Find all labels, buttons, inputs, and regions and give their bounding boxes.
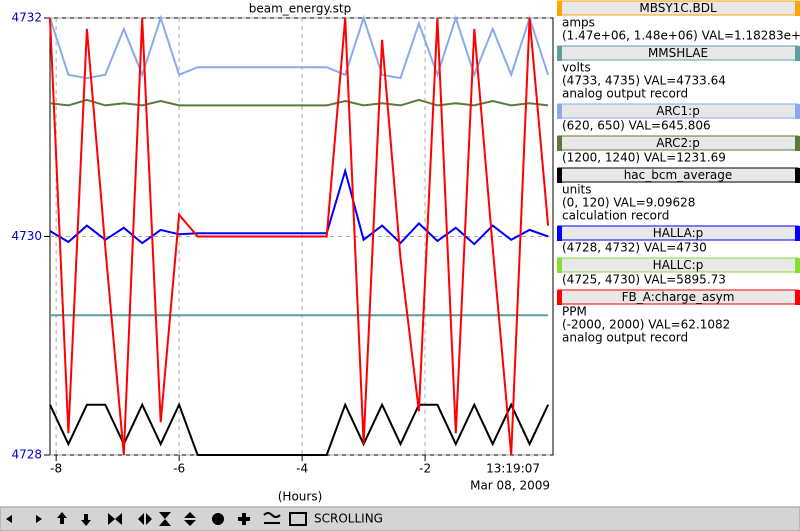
plot-layer: 4728 4730 4732 -8 -6 -4 -2 (11, 11, 553, 476)
legend-info: (4733, 4735) VAL=4733.64 (562, 74, 726, 88)
legend-info: analog output record (562, 87, 688, 101)
legend-info: calculation record (562, 209, 669, 223)
legend-info: PPM (562, 305, 587, 319)
x-tick-label: -8 (50, 462, 62, 476)
legend-info: amps (562, 16, 595, 30)
trace-line (49, 402, 550, 456)
refresh-button[interactable] (263, 512, 281, 524)
legend-color-bar (795, 226, 800, 241)
legend-info: (4728, 4732) VAL=4730 (562, 241, 707, 255)
scroll-left-button[interactable] (6, 515, 18, 523)
legend-color-bar (557, 136, 562, 151)
legend-name: FB_A:charge_asym (622, 290, 735, 304)
legend-color-bar (795, 168, 800, 183)
legend-color-bar (557, 290, 562, 305)
date-label: Mar 08, 2009 (470, 479, 550, 493)
legend-color-bar (795, 136, 800, 151)
legend-name: ARC2:p (656, 136, 700, 150)
legend-info: (0, 120) VAL=9.09628 (562, 196, 695, 210)
legend-name: hac_bcm_average (624, 168, 733, 182)
scroll-up-button[interactable] (57, 512, 67, 524)
legend-color-bar (557, 258, 562, 273)
legend-color-bar (795, 290, 800, 305)
x-tick-label: -4 (296, 462, 308, 476)
x-axis-label: (Hours) (278, 490, 323, 504)
legend-color-bar (795, 104, 800, 119)
legend-info: (4725, 4730) VAL=5895.73 (562, 273, 726, 287)
legend-name: HALLC:p (653, 258, 704, 272)
legend-info: (1200, 1240) VAL=1231.69 (562, 151, 726, 165)
legend-panel: MBSY1C.BDL amps(1.47e+06, 1.48e+06) VAL=1… (557, 0, 800, 345)
legend-name: ARC1:p (656, 104, 700, 118)
y-tick-label: 4728 (11, 448, 42, 462)
legend-info: (-2000, 2000) VAL=62.1082 (562, 318, 730, 332)
trace-line (49, 17, 550, 456)
y-tick-label: 4732 (11, 11, 42, 25)
trace-line (49, 98, 549, 107)
legend-info: volts (562, 61, 591, 75)
plot-title: beam_energy.stp (249, 2, 352, 16)
legend-info: units (562, 183, 592, 197)
legend-color-bar (557, 104, 562, 119)
zoom-out-x-button[interactable] (138, 513, 152, 525)
legend-color-bar (795, 258, 800, 273)
status-label: SCROLLING (314, 512, 383, 526)
print-button[interactable] (289, 512, 307, 526)
zoom-out-y-button[interactable] (184, 512, 196, 526)
legend-color-bar (795, 1, 800, 16)
legend-name: HALLA:p (653, 226, 704, 240)
x-tick-label: -2 (419, 462, 431, 476)
add-button[interactable] (238, 513, 250, 525)
scroll-right-button[interactable] (30, 515, 42, 523)
legend-color-bar (557, 46, 562, 61)
legend-color-bar (557, 1, 562, 16)
zoom-in-y-button[interactable] (159, 512, 171, 526)
toolbar-buttons[interactable] (6, 512, 307, 526)
zoom-in-x-button[interactable] (108, 513, 122, 525)
legend-color-bar (795, 46, 800, 61)
x-tick-label: -6 (173, 462, 185, 476)
legend-color-bar (557, 226, 562, 241)
trace-line (49, 14, 550, 80)
y-tick-label: 4730 (11, 229, 42, 243)
time-label: 13:19:07 (486, 462, 540, 476)
legend-info: (620, 650) VAL=645.806 (562, 119, 711, 133)
auto-scale-button[interactable] (212, 513, 224, 525)
legend-name: MBSY1C.BDL (639, 1, 717, 15)
legend-info: (1.47e+06, 1.48e+06) VAL=1.18283e+06 (562, 29, 800, 43)
legend-name: MMSHLAE (648, 46, 708, 60)
legend-info: analog output record (562, 331, 688, 345)
legend-color-bar (557, 168, 562, 183)
scroll-down-button[interactable] (81, 514, 91, 526)
toolbar (0, 506, 800, 531)
